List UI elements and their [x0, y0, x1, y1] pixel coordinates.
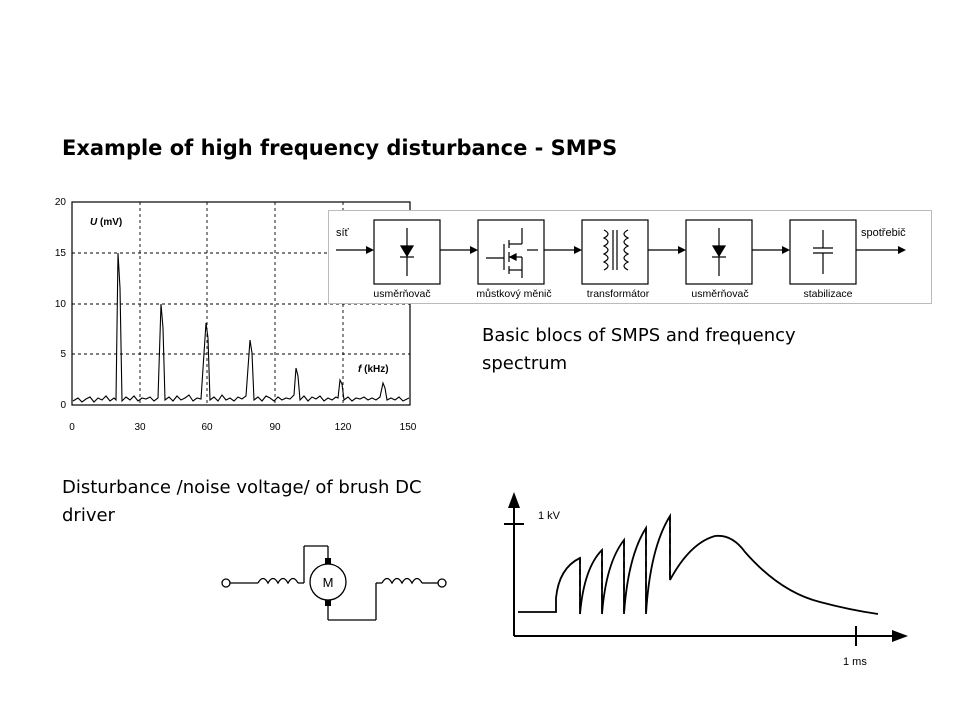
terminal-right: [437, 578, 447, 588]
transformer-block: [581, 219, 649, 285]
voltage-pulse-plot: 1 kV 1 ms: [504, 492, 908, 668]
pulse-y-arrow: [508, 492, 520, 508]
capacitor-icon: [813, 230, 833, 274]
smps-caption: Basic blocs of SMPS and frequency spectr…: [482, 325, 796, 374]
diode-icon: [399, 228, 415, 276]
block-label: stabilizace: [803, 288, 852, 300]
spectrum-ytick: 20: [55, 197, 67, 208]
pulse-ylabel: 1 kV: [538, 510, 561, 522]
transformer-icon: [602, 229, 630, 271]
inductor-left: [257, 577, 299, 585]
pulse-x-arrow: [892, 630, 908, 642]
spectrum-ylabel: U (mV): [90, 217, 122, 228]
spectrum-xtick: 150: [400, 422, 417, 433]
pulse-xlabel: 1 ms: [843, 656, 867, 668]
stabilization-block: [789, 219, 857, 285]
terminal-left: [221, 578, 231, 588]
diode-icon: [711, 228, 727, 276]
motor-caption: Disturbance /noise voltage/ of brush DC …: [62, 477, 422, 526]
spectrum-xtick: 0: [69, 422, 75, 433]
dc-motor-circuit: M: [221, 545, 447, 621]
spectrum-xtick: 60: [201, 422, 213, 433]
spectrum-gridlines: [72, 202, 410, 405]
mosfet-icon: [486, 228, 538, 278]
spectrum-xtick: 30: [134, 422, 146, 433]
block-label: usměrňovač: [373, 288, 430, 300]
bridge-converter-block: [477, 219, 545, 285]
block-label: můstkový měnič: [476, 288, 551, 300]
input-label: síť: [336, 227, 350, 239]
smps-block-diagram: síť spotřebič: [328, 210, 932, 304]
pulse-trace: [518, 512, 879, 615]
block-label: transformátor: [587, 288, 650, 300]
block-label: usměrňovač: [691, 288, 748, 300]
slide-title: Example of high frequency disturbance - …: [62, 136, 618, 160]
spectrum-ytick: 5: [60, 349, 66, 360]
spectrum-xtick: 90: [269, 422, 281, 433]
spectrum-ytick: 15: [55, 248, 67, 259]
output-label: spotřebič: [861, 227, 906, 239]
spectrum-ytick: 0: [60, 400, 66, 411]
spectrum-xlabel: f (kHz): [358, 364, 389, 375]
inductor-right: [381, 577, 423, 585]
frequency-spectrum-chart: 20 15 10 5 0 0 30 60 90 120 150 U (mV) f…: [55, 197, 417, 433]
spectrum-ytick: 10: [55, 299, 67, 310]
motor-label: M: [323, 575, 334, 590]
spectrum-xtick: 120: [335, 422, 352, 433]
spectrum-trace: [72, 252, 410, 403]
